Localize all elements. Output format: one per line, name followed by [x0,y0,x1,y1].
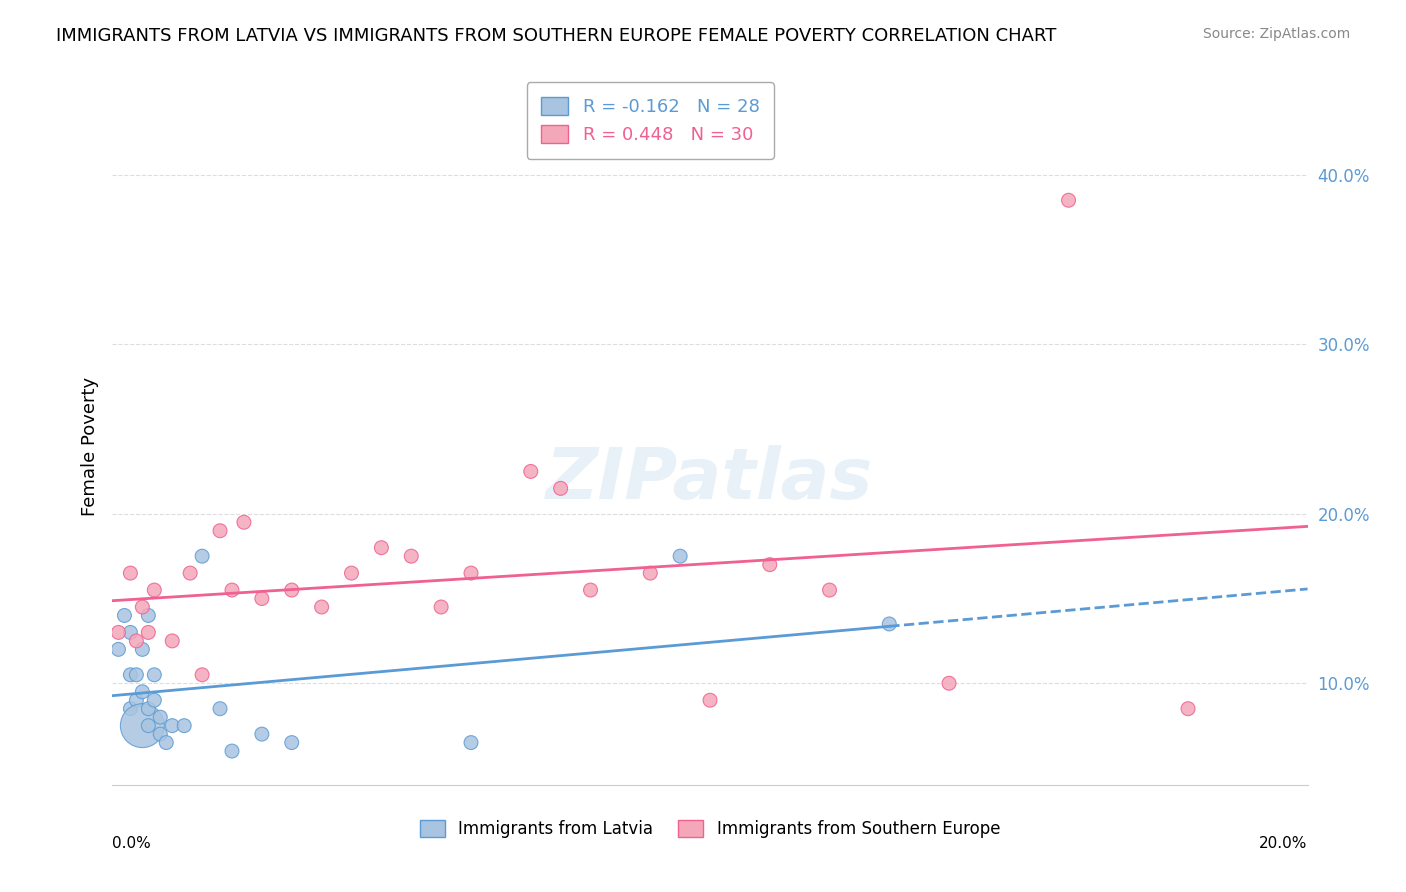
Point [221,744,243,758]
Point [149,710,172,724]
Point [131,642,153,657]
Point [209,524,232,538]
Point [430,600,453,615]
Point [120,701,142,715]
Text: Source: ZipAtlas.com: Source: ZipAtlas.com [1202,27,1350,41]
Point [173,719,195,733]
Point [138,701,160,715]
Point [340,566,363,580]
Point [131,719,153,733]
Point [311,600,333,615]
Point [155,735,177,749]
Point [138,625,160,640]
Point [114,608,135,623]
Point [209,701,232,715]
Point [1177,701,1199,715]
Point [233,515,256,529]
Point [938,676,960,690]
Point [759,558,782,572]
Point [460,566,482,580]
Point [125,693,148,707]
Point [107,625,129,640]
Point [281,735,304,749]
Point [579,583,602,598]
Y-axis label: Female Poverty: Female Poverty [80,376,98,516]
Point [131,685,153,699]
Point [640,566,662,580]
Point [162,633,183,648]
Legend: Immigrants from Latvia, Immigrants from Southern Europe: Immigrants from Latvia, Immigrants from … [413,813,1007,845]
Text: 20.0%: 20.0% [1260,836,1308,851]
Text: IMMIGRANTS FROM LATVIA VS IMMIGRANTS FROM SOUTHERN EUROPE FEMALE POVERTY CORRELA: IMMIGRANTS FROM LATVIA VS IMMIGRANTS FRO… [56,27,1057,45]
Point [149,727,172,741]
Point [250,591,273,606]
Point [143,693,166,707]
Point [401,549,423,564]
Point [120,625,142,640]
Point [107,642,129,657]
Point [120,667,142,681]
Point [120,566,142,580]
Point [162,719,183,733]
Point [143,583,166,598]
Point [520,464,543,478]
Text: ZIPatlas: ZIPatlas [547,445,873,515]
Point [460,735,482,749]
Text: 0.0%: 0.0% [112,836,152,851]
Point [138,608,160,623]
Point [250,727,273,741]
Point [818,583,841,598]
Point [138,719,160,733]
Point [191,667,214,681]
Point [669,549,692,564]
Point [550,481,572,495]
Point [1057,194,1080,208]
Point [221,583,243,598]
Point [281,583,304,598]
Point [125,667,148,681]
Point [125,633,148,648]
Point [879,617,901,632]
Point [131,600,153,615]
Point [143,667,166,681]
Point [179,566,201,580]
Point [699,693,721,707]
Point [370,541,392,555]
Point [191,549,214,564]
